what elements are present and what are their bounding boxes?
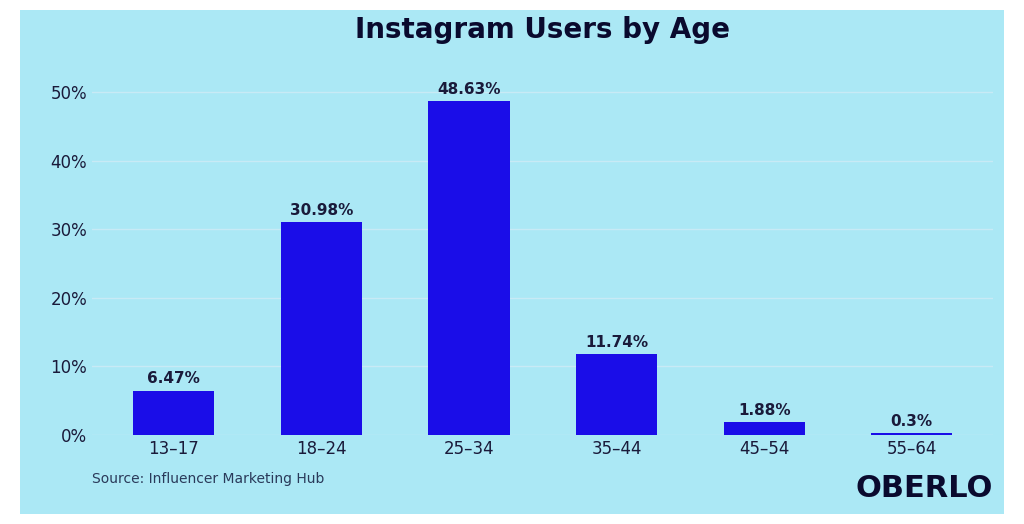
- Text: Source: Influencer Marketing Hub: Source: Influencer Marketing Hub: [92, 472, 325, 486]
- Text: OBERLO: OBERLO: [856, 474, 993, 503]
- Text: 11.74%: 11.74%: [585, 335, 648, 350]
- Bar: [575, 354, 657, 435]
- Text: 30.98%: 30.98%: [290, 203, 353, 219]
- Text: 1.88%: 1.88%: [738, 403, 791, 418]
- Text: 0.3%: 0.3%: [891, 414, 933, 429]
- Bar: [724, 422, 805, 435]
- Bar: [871, 433, 952, 435]
- Bar: [133, 390, 214, 435]
- Text: 48.63%: 48.63%: [437, 82, 501, 97]
- Text: 6.47%: 6.47%: [147, 372, 200, 386]
- Bar: [428, 101, 510, 435]
- Title: Instagram Users by Age: Instagram Users by Age: [355, 16, 730, 44]
- Bar: [281, 222, 361, 435]
